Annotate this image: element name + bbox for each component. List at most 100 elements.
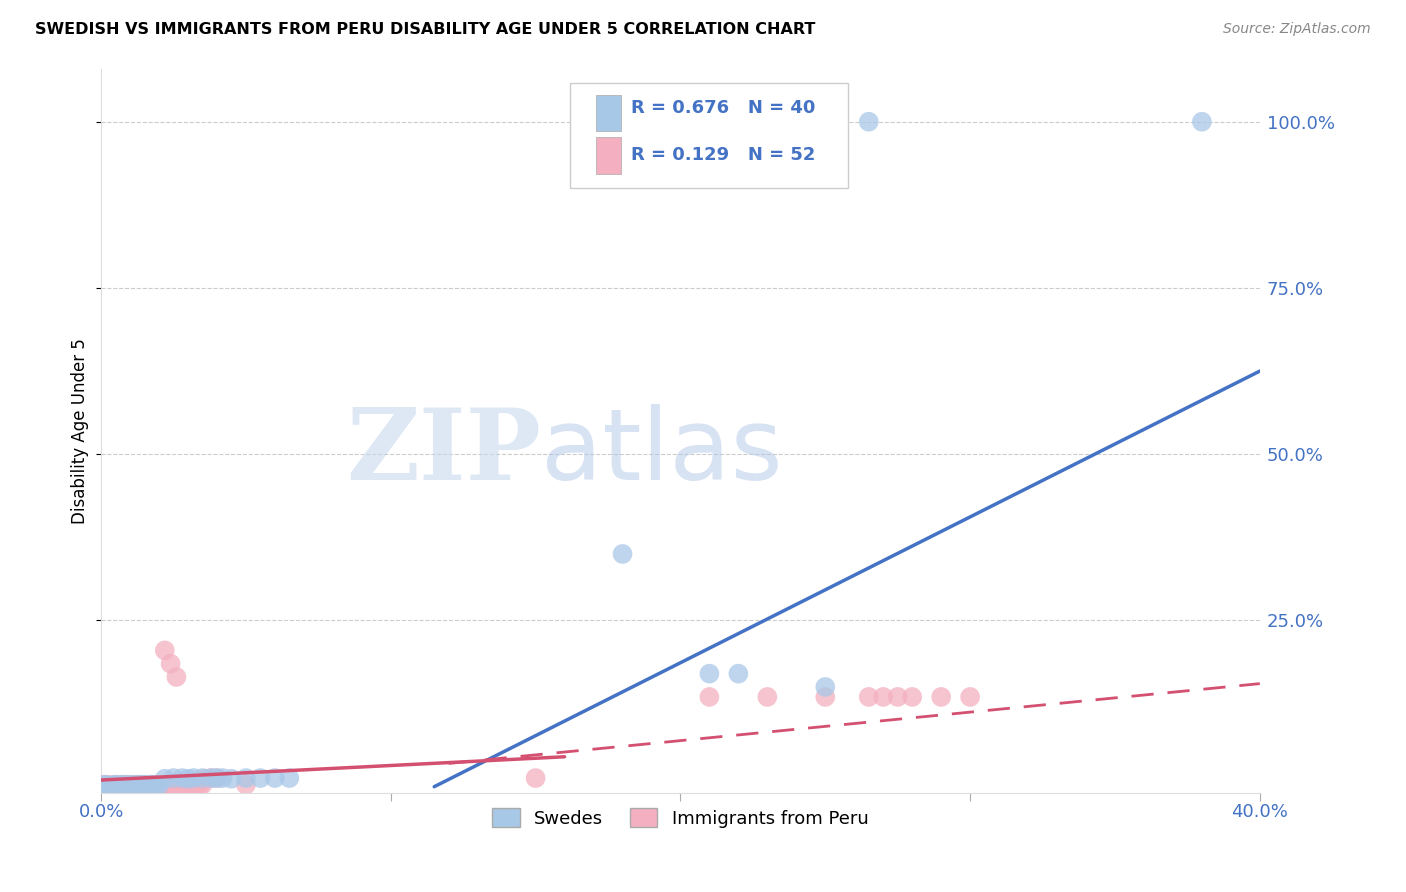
Text: ZIP: ZIP xyxy=(346,404,541,501)
Point xyxy=(134,778,156,792)
Point xyxy=(172,771,194,785)
Point xyxy=(112,778,135,792)
Point xyxy=(186,778,208,792)
Point xyxy=(188,778,211,792)
Text: R = 0.129   N = 52: R = 0.129 N = 52 xyxy=(631,146,815,164)
Point xyxy=(110,778,132,792)
Point xyxy=(98,778,121,792)
Point xyxy=(183,771,205,785)
Point xyxy=(858,690,880,704)
Point xyxy=(886,690,908,704)
Point xyxy=(699,666,721,681)
Point xyxy=(524,771,547,785)
Point xyxy=(107,778,129,792)
Point xyxy=(194,772,217,786)
Point xyxy=(139,778,162,792)
Point xyxy=(131,778,153,792)
Point xyxy=(148,778,170,792)
Point xyxy=(191,778,214,792)
Point xyxy=(153,772,176,786)
Point xyxy=(131,778,153,792)
Text: SWEDISH VS IMMIGRANTS FROM PERU DISABILITY AGE UNDER 5 CORRELATION CHART: SWEDISH VS IMMIGRANTS FROM PERU DISABILI… xyxy=(35,22,815,37)
Point xyxy=(727,666,749,681)
Point xyxy=(139,778,162,792)
Point xyxy=(264,771,287,785)
Point xyxy=(249,771,271,785)
Point xyxy=(235,771,257,785)
Point xyxy=(180,778,202,792)
Point xyxy=(128,778,150,792)
Point xyxy=(165,670,187,684)
Point xyxy=(118,778,141,792)
Point xyxy=(93,778,115,792)
Point xyxy=(142,778,165,792)
Point xyxy=(191,771,214,785)
Point xyxy=(756,690,779,704)
Point xyxy=(136,778,159,792)
Text: atlas: atlas xyxy=(541,404,783,501)
Point xyxy=(174,778,197,792)
Point xyxy=(153,778,176,792)
Point xyxy=(110,778,132,792)
Point xyxy=(872,690,894,704)
Point xyxy=(200,771,222,785)
Point xyxy=(98,778,121,792)
Point xyxy=(211,771,233,785)
Point xyxy=(136,778,159,792)
Point xyxy=(1191,114,1213,128)
Point xyxy=(235,778,257,792)
Point xyxy=(101,778,124,792)
Point xyxy=(115,778,138,792)
Point xyxy=(96,778,118,792)
Point xyxy=(612,547,634,561)
Point xyxy=(96,778,118,792)
Point xyxy=(125,778,148,792)
Point xyxy=(205,771,228,785)
Point xyxy=(145,778,167,792)
Point xyxy=(115,778,138,792)
Point xyxy=(112,778,135,792)
Text: 0.0%: 0.0% xyxy=(79,804,124,822)
Point xyxy=(221,772,243,786)
Point xyxy=(148,778,170,792)
Point xyxy=(901,690,924,704)
Point xyxy=(205,771,228,785)
Point xyxy=(122,778,145,792)
Point xyxy=(959,690,981,704)
Point xyxy=(125,778,148,792)
Point xyxy=(107,778,129,792)
Point xyxy=(929,690,952,704)
Point xyxy=(93,778,115,792)
Point xyxy=(162,778,184,792)
FancyBboxPatch shape xyxy=(596,95,621,131)
Point xyxy=(122,778,145,792)
Text: 40.0%: 40.0% xyxy=(1232,804,1288,822)
FancyBboxPatch shape xyxy=(596,137,621,174)
Point xyxy=(150,778,173,792)
Point xyxy=(134,778,156,792)
Point xyxy=(200,771,222,785)
Point xyxy=(104,778,127,792)
Point xyxy=(162,771,184,785)
Point xyxy=(183,778,205,792)
Text: Source: ZipAtlas.com: Source: ZipAtlas.com xyxy=(1223,22,1371,37)
Point xyxy=(128,778,150,792)
Point xyxy=(101,778,124,792)
Point xyxy=(159,657,181,671)
Point xyxy=(169,778,191,792)
Point xyxy=(814,690,837,704)
Text: R = 0.676   N = 40: R = 0.676 N = 40 xyxy=(631,99,815,118)
Point xyxy=(159,778,181,792)
FancyBboxPatch shape xyxy=(571,83,848,188)
Point xyxy=(156,778,179,792)
Point xyxy=(699,690,721,704)
Point xyxy=(142,778,165,792)
Point xyxy=(278,771,301,785)
Point xyxy=(177,772,200,786)
Point xyxy=(172,778,194,792)
Point xyxy=(177,778,200,792)
Point xyxy=(118,778,141,792)
Point xyxy=(814,680,837,694)
Y-axis label: Disability Age Under 5: Disability Age Under 5 xyxy=(72,338,89,524)
Point xyxy=(165,778,187,792)
